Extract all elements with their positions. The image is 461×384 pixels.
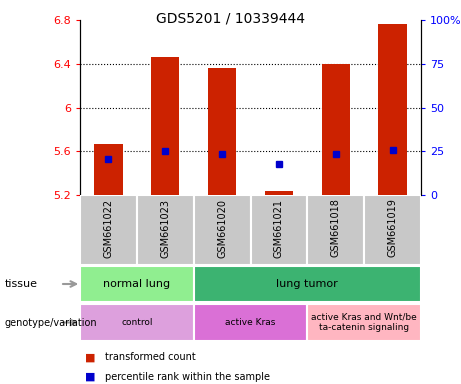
Bar bbox=[307, 304, 421, 341]
Bar bbox=[80, 266, 194, 302]
Bar bbox=[250, 195, 307, 265]
Bar bbox=[151, 57, 179, 195]
Bar bbox=[307, 195, 364, 265]
Text: genotype/variation: genotype/variation bbox=[5, 318, 97, 328]
Text: GSM661023: GSM661023 bbox=[160, 199, 170, 258]
Text: tissue: tissue bbox=[5, 279, 38, 289]
Text: normal lung: normal lung bbox=[103, 279, 171, 289]
Text: ■: ■ bbox=[85, 353, 95, 362]
Bar bbox=[378, 24, 407, 195]
Text: GSM661020: GSM661020 bbox=[217, 199, 227, 258]
Text: GSM661018: GSM661018 bbox=[331, 199, 341, 257]
Bar bbox=[321, 64, 350, 195]
Text: GSM661021: GSM661021 bbox=[274, 199, 284, 258]
Bar bbox=[80, 304, 194, 341]
Text: GSM661022: GSM661022 bbox=[103, 199, 113, 258]
Text: GDS5201 / 10339444: GDS5201 / 10339444 bbox=[156, 12, 305, 25]
Bar bbox=[137, 195, 194, 265]
Text: ■: ■ bbox=[85, 372, 95, 382]
Bar bbox=[364, 195, 421, 265]
Bar bbox=[194, 304, 307, 341]
Text: transformed count: transformed count bbox=[106, 353, 196, 362]
Text: GSM661019: GSM661019 bbox=[388, 199, 397, 257]
Bar bbox=[194, 266, 421, 302]
Bar bbox=[80, 195, 137, 265]
Text: active Kras: active Kras bbox=[225, 318, 276, 327]
Text: percentile rank within the sample: percentile rank within the sample bbox=[106, 372, 270, 382]
Bar bbox=[208, 68, 236, 195]
Bar bbox=[265, 190, 293, 195]
Bar bbox=[194, 195, 250, 265]
Text: lung tumor: lung tumor bbox=[277, 279, 338, 289]
Text: active Kras and Wnt/be
ta-catenin signaling: active Kras and Wnt/be ta-catenin signal… bbox=[311, 313, 417, 332]
Text: control: control bbox=[121, 318, 153, 327]
Bar bbox=[94, 144, 123, 195]
